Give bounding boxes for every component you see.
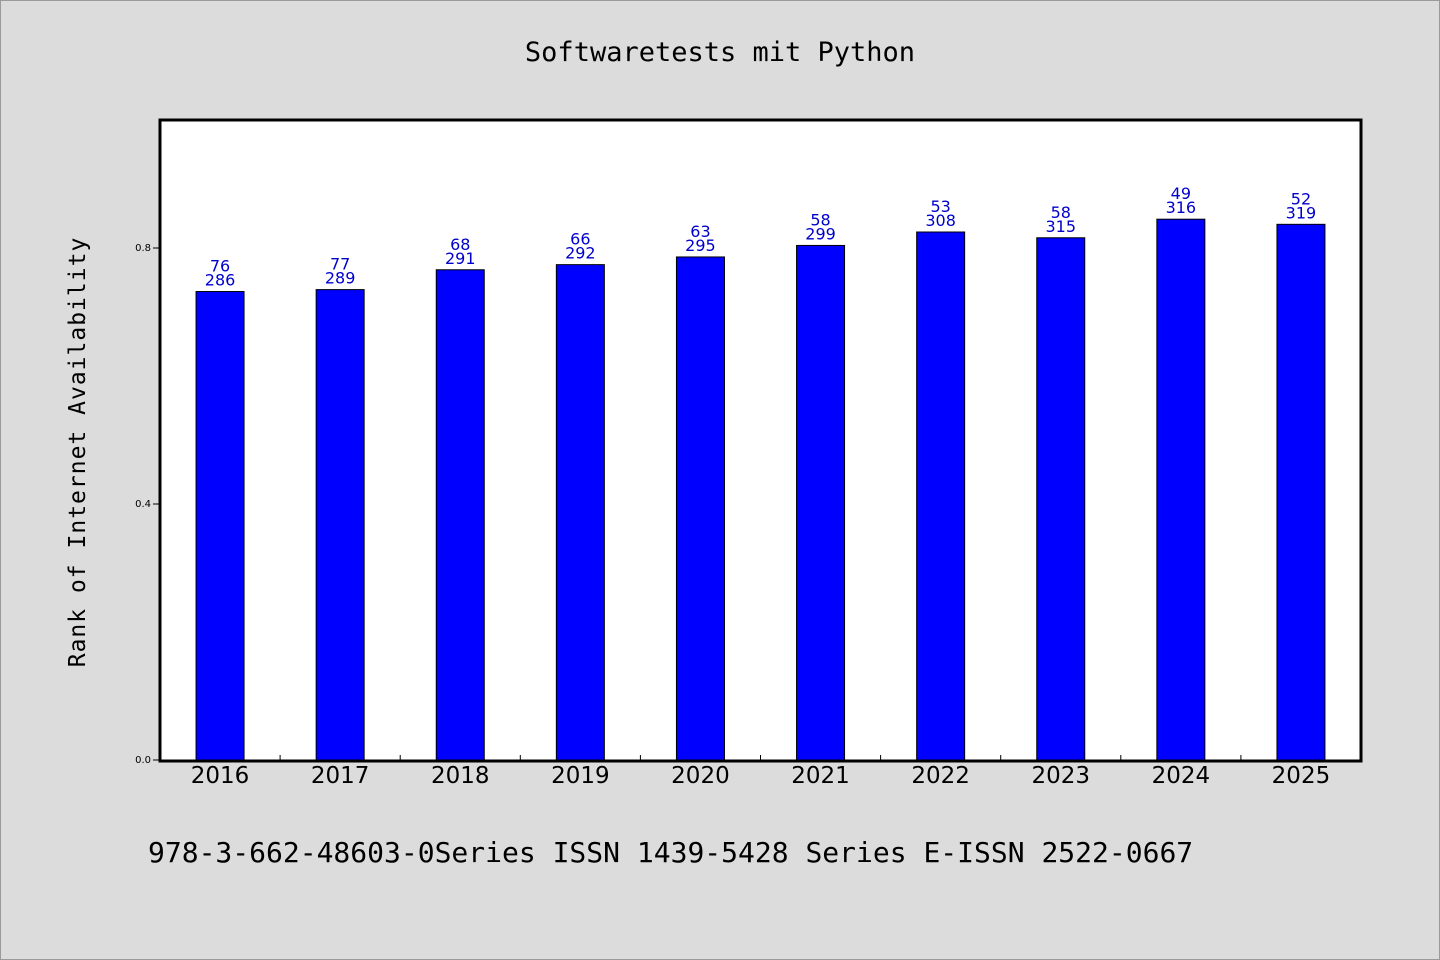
data-label-bottom: 299: [805, 224, 836, 243]
data-label-bottom: 292: [565, 244, 596, 263]
x-ticks-group: 2016 2017 2018 2019 2020 2021 2022 2023 2024 2025: [191, 755, 1330, 789]
data-label-bottom: 295: [685, 236, 716, 255]
data-label-top: 77: [330, 255, 350, 274]
x-tick-label: 2019: [551, 763, 610, 789]
y-ticks-group: 0.0 0.4 0.8: [135, 243, 160, 766]
bar-2019: [555, 264, 605, 761]
x-tick-label: 2025: [1272, 763, 1331, 789]
data-label-top: 68: [450, 235, 470, 254]
data-label-top: 52: [1291, 189, 1311, 208]
y-tick-label: 0.8: [135, 243, 151, 254]
data-label-bottom: 315: [1045, 217, 1076, 236]
x-tick-label: 2021: [791, 763, 850, 789]
data-label-top: 53: [930, 197, 950, 216]
data-label-bottom: 308: [925, 211, 956, 230]
plot-border: [158, 118, 1363, 763]
x-tick-label: 2017: [311, 763, 370, 789]
data-label-bottom: 286: [205, 271, 236, 290]
y-axis-label: Rank of Internet Availability: [65, 237, 91, 668]
bar-2018: [435, 269, 485, 761]
bar-2025: [1276, 223, 1326, 761]
data-label-top: 49: [1171, 184, 1191, 203]
bar-2017: [315, 289, 365, 761]
footer-isbn-text: 978-3-662-48603-0Series ISSN 1439-5428 S…: [148, 836, 1193, 869]
data-label-bottom: 316: [1166, 198, 1197, 217]
x-tick-label: 2024: [1152, 763, 1211, 789]
data-label-top: 58: [1051, 203, 1071, 222]
data-label-bottom: 291: [445, 249, 476, 268]
bars-group: [195, 218, 1326, 761]
data-label-top: 63: [690, 222, 710, 241]
data-label-top: 58: [810, 210, 830, 229]
x-tick-label: 2023: [1031, 763, 1090, 789]
x-tick-label: 2020: [671, 763, 730, 789]
chart-title: Softwaretests mit Python: [525, 37, 915, 68]
data-label-bottom: 289: [325, 269, 356, 288]
data-label-top: 76: [210, 257, 230, 276]
bar-2024: [1156, 218, 1206, 761]
bar-2022: [916, 231, 966, 761]
data-label-bottom: 319: [1286, 203, 1317, 222]
x-tick-label: 2018: [431, 763, 490, 789]
bar-2016: [195, 291, 245, 761]
data-label-top: 66: [570, 230, 590, 249]
x-tick-label: 2016: [191, 763, 250, 789]
y-tick-label: 0.4: [135, 499, 151, 510]
bar-2023: [1036, 237, 1086, 761]
bar-2020: [675, 256, 725, 761]
y-tick-label: 0.0: [135, 755, 151, 766]
bar-2021: [796, 244, 846, 761]
x-tick-label: 2022: [911, 763, 970, 789]
